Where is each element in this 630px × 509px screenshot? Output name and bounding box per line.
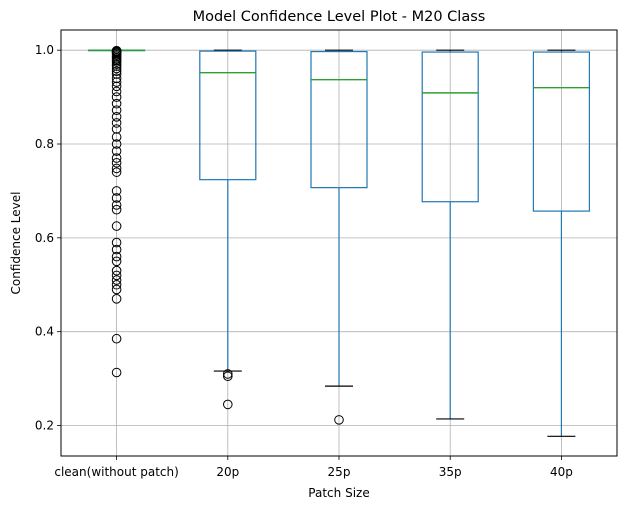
outlier-point	[111, 66, 122, 77]
outlier-point	[111, 270, 122, 281]
outlier-point	[111, 193, 122, 203]
box-group-25p	[310, 49, 368, 425]
outlier-point	[111, 118, 122, 128]
outlier-point	[223, 369, 233, 379]
iqr-box	[421, 51, 479, 203]
y-axis-ticks: 0.2 0.4 0.6 0.8 1.0	[35, 43, 61, 433]
chart-title: Model Confidence Level Plot - M20 Class	[193, 9, 486, 25]
outlier-point	[111, 73, 122, 84]
outlier-point	[111, 124, 122, 134]
outlier-point	[111, 284, 122, 295]
outlier-point	[111, 275, 122, 285]
y-tick-label: 0.8	[35, 137, 54, 151]
outlier-point	[111, 146, 122, 156]
iqr-box	[199, 50, 257, 181]
outlier-point	[111, 92, 122, 102]
x-axis-label: Patch Size	[308, 486, 369, 500]
x-axis-ticks: clean(without patch) 20p 25p 35p 40p	[54, 456, 573, 479]
outlier-point	[111, 237, 122, 248]
y-tick-label: 0.4	[35, 325, 54, 339]
outlier-point	[111, 186, 122, 196]
outlier-point	[111, 111, 122, 122]
outlier-point	[111, 81, 122, 92]
outlier-point	[111, 294, 122, 304]
box-group-clean-without-patch-	[87, 45, 146, 378]
iqr-box	[532, 51, 591, 212]
outlier-point	[111, 333, 122, 344]
box-group-20p	[199, 49, 257, 410]
outlier-point	[111, 265, 122, 276]
outlier-point	[111, 57, 122, 67]
x-tick-label: 25p	[328, 465, 351, 479]
outlier-point	[111, 157, 122, 168]
y-tick-label: 0.6	[35, 231, 54, 245]
x-tick-label: 35p	[439, 465, 462, 479]
outlier-point	[111, 132, 122, 142]
outlier-point	[111, 251, 122, 262]
iqr-box	[310, 50, 368, 189]
box-group-40p	[532, 49, 591, 437]
outlier-point	[111, 244, 122, 255]
outlier-point	[111, 167, 122, 177]
outlier-point	[111, 279, 122, 290]
outlier-point	[111, 61, 122, 71]
box-plots	[87, 45, 591, 437]
outlier-point	[111, 63, 122, 74]
outlier-point	[111, 163, 122, 174]
x-tick-label: 20p	[216, 465, 239, 479]
y-tick-label: 1.0	[35, 43, 54, 57]
outlier-point	[111, 153, 122, 163]
outlier-point	[111, 98, 122, 109]
outlier-point	[223, 399, 233, 410]
x-tick-label: clean(without patch)	[54, 465, 178, 479]
outlier-point	[111, 77, 122, 87]
outlier-point	[334, 415, 344, 425]
box-group-35p	[421, 49, 479, 420]
outlier-point	[111, 139, 122, 149]
outlier-point	[111, 105, 122, 116]
outlier-point	[111, 69, 122, 79]
y-axis-label: Confidence Level	[9, 192, 23, 295]
outlier-point	[111, 256, 122, 267]
outlier-point	[111, 204, 122, 215]
outlier-point	[111, 367, 122, 378]
y-tick-label: 0.2	[35, 419, 54, 433]
outlier-point	[223, 371, 233, 382]
outlier-point	[111, 200, 122, 210]
outlier-point	[111, 221, 122, 231]
x-tick-label: 40p	[550, 465, 573, 479]
outlier-point	[111, 86, 122, 97]
